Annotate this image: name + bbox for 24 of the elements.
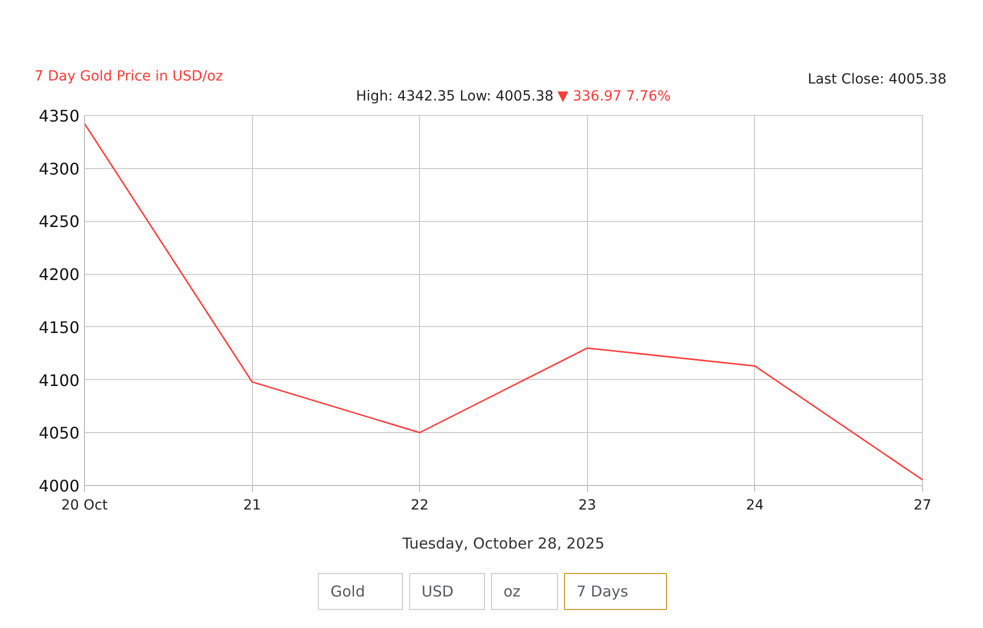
y-tick-label: 4050 (38, 424, 80, 443)
text: 7 Days (576, 582, 628, 600)
chart-subtitle: High: 4342.35 Low: 4005.38 (356, 88, 554, 104)
x-tick-label: 21 (243, 498, 262, 514)
y-tick-label: 4000 (38, 476, 80, 496)
x-tick-label: 20 Oct (61, 498, 108, 514)
x-tick-label: 27 (914, 498, 932, 514)
text: Last Close: 4005.38 (808, 72, 946, 88)
x-tick-label: 22 (410, 498, 429, 514)
y-tick-label: 4350 (38, 106, 80, 126)
text: USD (422, 582, 454, 600)
y-tick-label: 4150 (38, 318, 80, 337)
text: oz (504, 582, 521, 600)
chart-title: 7 Day Gold Price in USD/oz (34, 68, 223, 84)
y-tick-label: 4100 (38, 370, 80, 390)
text: ▼ 336.97 7.76% (558, 88, 671, 104)
y-tick-label: 4300 (38, 159, 80, 178)
text: Gold (330, 582, 365, 600)
y-tick-label: 4250 (38, 212, 80, 232)
y-tick-label: 4200 (38, 265, 80, 284)
x-axis-title: Tuesday, October 28, 2025 (401, 534, 605, 552)
x-tick-label: 23 (578, 498, 596, 514)
x-tick-label: 24 (746, 498, 764, 514)
line-series (84, 122, 922, 481)
